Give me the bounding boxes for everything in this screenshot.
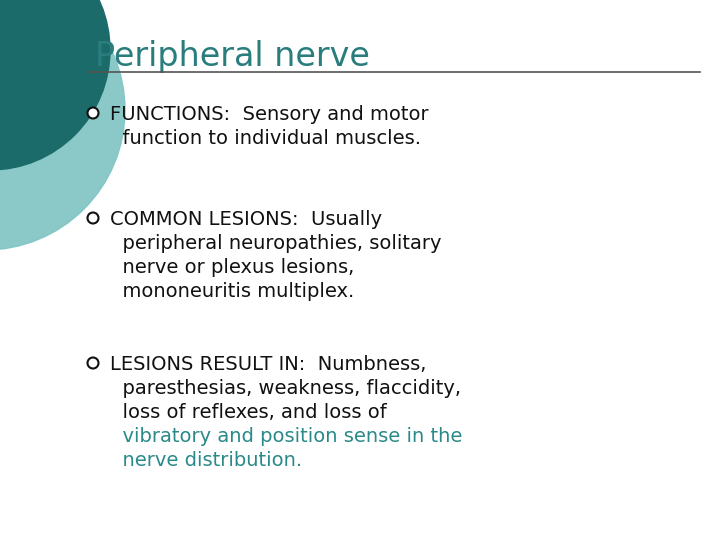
Circle shape — [0, 0, 110, 170]
Text: nerve distribution.: nerve distribution. — [110, 451, 302, 470]
Circle shape — [88, 357, 99, 368]
Text: function to individual muscles.: function to individual muscles. — [110, 129, 421, 148]
Text: vibratory and position sense in the: vibratory and position sense in the — [110, 427, 462, 446]
Text: peripheral neuropathies, solitary: peripheral neuropathies, solitary — [110, 234, 441, 253]
Circle shape — [88, 213, 99, 224]
Text: LESIONS RESULT IN:  Numbness,: LESIONS RESULT IN: Numbness, — [110, 355, 426, 374]
Text: loss of reflexes, and loss of: loss of reflexes, and loss of — [110, 403, 387, 422]
Text: mononeuritis multiplex.: mononeuritis multiplex. — [110, 282, 354, 301]
Circle shape — [88, 107, 99, 118]
Text: Peripheral nerve: Peripheral nerve — [95, 40, 370, 73]
Text: nerve or plexus lesions,: nerve or plexus lesions, — [110, 258, 354, 277]
Text: COMMON LESIONS:  Usually: COMMON LESIONS: Usually — [110, 210, 382, 229]
Circle shape — [0, 0, 125, 250]
Text: paresthesias, weakness, flaccidity,: paresthesias, weakness, flaccidity, — [110, 379, 461, 398]
Text: FUNCTIONS:  Sensory and motor: FUNCTIONS: Sensory and motor — [110, 105, 428, 124]
